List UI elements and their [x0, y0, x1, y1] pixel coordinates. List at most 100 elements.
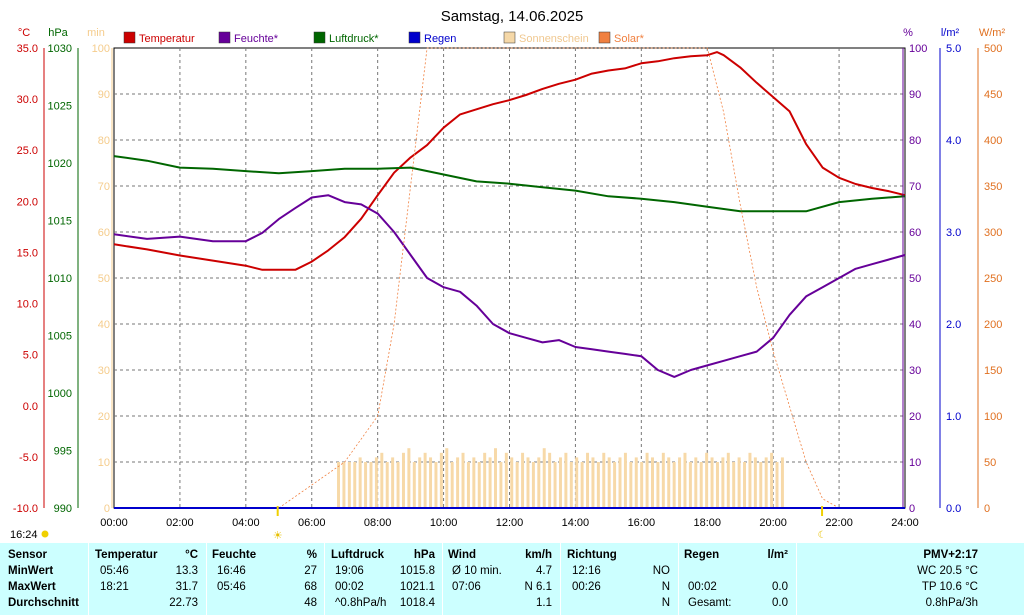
sunshine-bar: [401, 452, 405, 508]
y-tick-label: 1010: [48, 273, 72, 285]
sunshine-bar: [661, 452, 665, 508]
y-tick-label: 15.0: [17, 247, 38, 259]
y-tick-label: 0.0: [946, 503, 961, 515]
sunshine-bar: [380, 452, 384, 508]
sunshine-bar: [483, 452, 487, 508]
x-tick-label: 02:00: [166, 517, 194, 529]
y-tick-label: 1015: [48, 216, 72, 228]
x-tick-label: 22:00: [825, 517, 853, 529]
y-tick-label: 0: [984, 503, 990, 515]
stat-feuchte-val: 48: [304, 597, 317, 609]
sunshine-bar: [396, 462, 400, 508]
sunshine-bar: [580, 462, 584, 508]
sunshine-bar: [499, 462, 503, 508]
sunshine-bar: [537, 457, 541, 508]
sun-dot-icon: [41, 530, 49, 538]
y-tick-label: 500: [984, 43, 1002, 55]
y-tick-label: 80: [98, 135, 110, 147]
y-tick-label: 35.0: [17, 43, 38, 55]
series-line-3: [278, 47, 840, 509]
y-tick-label: 30: [98, 365, 110, 377]
sunshine-bar: [439, 452, 443, 508]
axis-unit: l/m²: [941, 27, 960, 39]
sunshine-bar: [715, 462, 719, 508]
y-tick-label: 990: [54, 503, 72, 515]
chart-axes: [43, 48, 979, 509]
stat-feuchte-time: 05:46: [217, 581, 246, 593]
stat-wind-label: 07:06: [452, 581, 481, 593]
header-regen: Regen: [684, 549, 720, 561]
sunshine-bar: [586, 452, 590, 508]
y-tick-label: 100: [909, 43, 927, 55]
y-tick-label: 50: [984, 457, 996, 469]
y-tick-label: 1020: [48, 158, 72, 170]
header-regen-unit: l/m²: [767, 549, 788, 561]
stat-label: MinWert: [8, 565, 54, 577]
y-tick-label: 80: [909, 135, 921, 147]
axis-unit: min: [87, 27, 105, 39]
stat-pmv: TP 10.6 °C: [921, 581, 978, 593]
stat-regen-val: 0.0: [772, 597, 788, 609]
x-tick-label: 16:00: [628, 517, 656, 529]
sunshine-bar: [699, 462, 703, 508]
axis-unit: °C: [18, 27, 30, 39]
y-tick-label: 450: [984, 89, 1002, 101]
y-tick-label: 10.0: [17, 299, 38, 311]
y-tick-label: 4.0: [946, 135, 961, 147]
stat-regen-time: Gesamt:: [688, 597, 732, 609]
stat-feuchte-val: 27: [304, 565, 317, 577]
stat-wind-label: Ø 10 min.: [452, 565, 502, 577]
y-tick-label: 10: [909, 457, 921, 469]
sunshine-bar: [596, 462, 600, 508]
legend-swatch: [123, 31, 136, 44]
sunshine-bar: [710, 457, 714, 508]
legend-label: Temperatur: [139, 33, 195, 45]
sunshine-bar: [748, 452, 752, 508]
sunshine-bar: [434, 462, 438, 508]
chart-title: Samstag, 14.06.2025: [441, 8, 584, 25]
sunshine-bar: [569, 462, 573, 508]
y-tick-label: 400: [984, 135, 1002, 147]
y-tick-label: 60: [909, 227, 921, 239]
stat-wind-val: 1.1: [536, 597, 552, 609]
series-line-1: [113, 194, 906, 378]
y-tick-label: 20: [98, 411, 110, 423]
update-time: 16:24: [10, 529, 38, 541]
y-tick-label: 30.0: [17, 94, 38, 106]
sunshine-bar: [558, 457, 562, 508]
stat-temp-val: 22.73: [169, 597, 198, 609]
sunshine-bar: [694, 457, 698, 508]
axis-unit: hPa: [48, 27, 68, 39]
sunshine-bar: [645, 452, 649, 508]
stat-luft-time: ^0.8hPa/h: [335, 597, 387, 609]
axis-units: °C hPa min% l/m² W/m²: [18, 27, 1006, 39]
y-tick-label: 5.0: [23, 350, 38, 362]
sunshine-bar: [602, 452, 606, 508]
sunshine-bars: [337, 448, 784, 508]
y-tick-label: 90: [909, 89, 921, 101]
sunshine-bar: [494, 448, 497, 508]
sunshine-bar: [575, 457, 579, 508]
sunshine-bar: [732, 462, 736, 508]
tick-labels: 35.0 30.0 25.0 20.0 15.0 10.0 5.0 0.0 -5.0 -10.0 1…: [13, 43, 1002, 529]
y-tick-label: -10.0: [13, 503, 38, 515]
sunshine-bar: [450, 462, 454, 508]
axis-unit: W/m²: [979, 27, 1006, 39]
header-feuchte-unit: %: [306, 549, 317, 561]
chart-legend: Temperatur Feuchte* Luftdruck* Regen Sonnens…: [123, 31, 645, 45]
sunshine-bar: [780, 457, 784, 508]
stat-regen-time: 00:02: [688, 581, 717, 593]
header-wind: Wind: [448, 549, 476, 561]
sunshine-bar: [504, 452, 508, 508]
stat-feuchte-time: 16:46: [217, 565, 246, 577]
y-tick-label: -5.0: [19, 452, 38, 464]
stat-wind-val: N 6.1: [524, 581, 553, 593]
legend-label: Solar*: [614, 33, 645, 45]
y-tick-label: 0.0: [23, 401, 38, 413]
sunshine-bar: [678, 457, 682, 508]
sunshine-bar: [553, 462, 557, 508]
y-tick-label: 100: [984, 411, 1002, 423]
stat-pmv: 0.8hPa/3h: [925, 597, 978, 609]
stat-luft-val: 1018.4: [399, 597, 435, 609]
sunshine-bar: [542, 448, 546, 508]
